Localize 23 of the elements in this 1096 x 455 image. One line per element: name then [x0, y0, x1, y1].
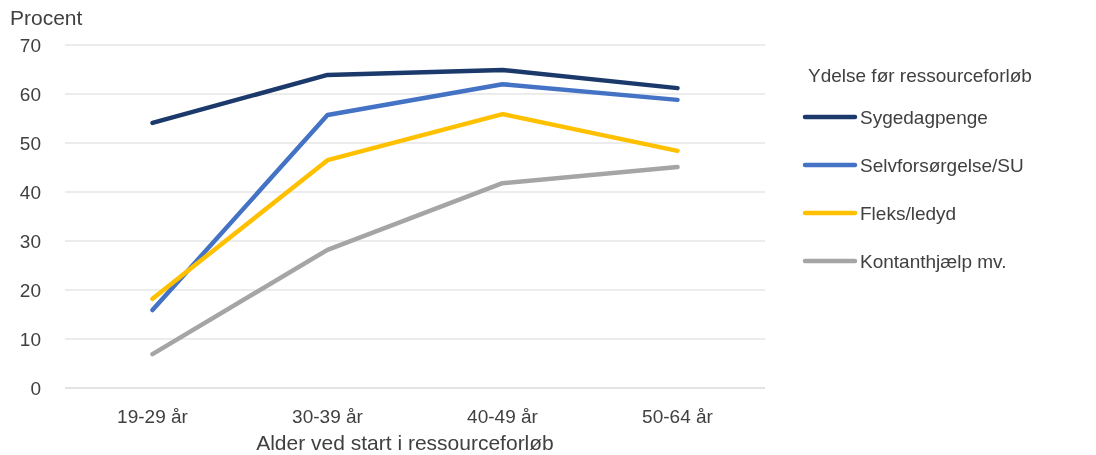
x-tick-label: 50-64 år — [642, 406, 714, 427]
y-tick-label: 50 — [19, 132, 41, 154]
x-axis-title: Alder ved start i ressourceforløb — [256, 431, 554, 454]
x-tick-label: 40-49 år — [467, 406, 539, 427]
legend-title: Ydelse før ressourceforløb — [808, 65, 1032, 86]
legend-label: Selvforsørgelse/SU — [860, 154, 1024, 176]
legend-label: Fleks/ledyd — [860, 202, 957, 224]
x-tick-label: 19-29 år — [117, 406, 189, 427]
legend-label: Sygedagpenge — [860, 106, 988, 128]
y-tick-label: 70 — [19, 34, 41, 56]
y-tick-label: 0 — [30, 377, 41, 399]
line-series — [150, 164, 680, 357]
legend-label: Kontanthjælp mv. — [860, 250, 1007, 272]
x-tick-label: 30-39 år — [292, 406, 364, 427]
line-series — [150, 67, 680, 126]
y-tick-label: 40 — [19, 181, 41, 203]
line-series — [150, 81, 680, 313]
y-tick-label: 30 — [19, 230, 41, 252]
y-tick-label: 10 — [19, 328, 41, 350]
y-tick-label: 60 — [19, 83, 41, 105]
line-series — [150, 111, 680, 302]
y-axis-title: Procent — [10, 6, 83, 29]
y-tick-label: 20 — [19, 279, 41, 301]
